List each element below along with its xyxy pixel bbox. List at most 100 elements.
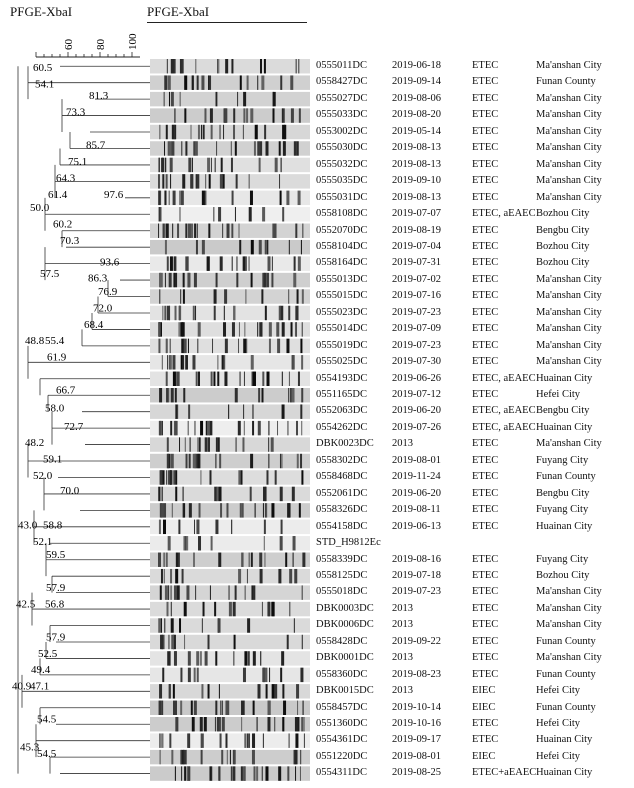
gel-band bbox=[187, 223, 191, 238]
gel-band bbox=[183, 601, 187, 617]
gel-band bbox=[261, 601, 263, 617]
gel-band bbox=[265, 239, 269, 255]
gel-band bbox=[176, 371, 180, 386]
isolate-location: Ma'anshan City bbox=[536, 619, 602, 631]
gel-band bbox=[263, 519, 266, 535]
isolate-location: Ma'anshan City bbox=[536, 306, 602, 318]
gel-band bbox=[215, 437, 218, 452]
gel-lane bbox=[150, 338, 310, 354]
gel-band bbox=[278, 766, 282, 781]
gel-band bbox=[218, 552, 222, 567]
gel-lane bbox=[150, 470, 310, 485]
gel-lane bbox=[150, 667, 310, 683]
isolate-id: 0555015DC bbox=[316, 290, 368, 302]
gel-band bbox=[256, 766, 259, 781]
gel-band bbox=[241, 552, 244, 567]
gel-band bbox=[167, 536, 171, 551]
gel-band bbox=[168, 453, 171, 469]
gel-band bbox=[200, 651, 202, 666]
gel-band bbox=[181, 338, 185, 354]
gel-band bbox=[159, 749, 161, 765]
isolate-id: DBK0001DC bbox=[316, 652, 374, 664]
isolate-type: ETEC+aEAEC bbox=[472, 767, 537, 779]
isolate-location: Hefei City bbox=[536, 685, 581, 697]
gel-band bbox=[265, 141, 269, 156]
gel-band bbox=[238, 223, 240, 238]
gel-band bbox=[264, 503, 266, 518]
node-similarity-label: 60.2 bbox=[53, 218, 72, 230]
gel-band bbox=[172, 190, 176, 206]
gel-band bbox=[212, 338, 214, 354]
gel-band bbox=[159, 124, 161, 140]
gel-band bbox=[300, 453, 303, 469]
gel-band bbox=[270, 437, 274, 452]
gel-band bbox=[278, 305, 281, 321]
gel-band bbox=[166, 388, 168, 403]
gel-band bbox=[204, 108, 206, 123]
gel-band bbox=[207, 157, 211, 173]
node-similarity-label: 58.0 bbox=[45, 403, 65, 415]
gel-band bbox=[173, 124, 176, 140]
gel-band bbox=[161, 618, 163, 633]
node-similarity-label: 68.4 bbox=[84, 319, 104, 331]
gel-band bbox=[174, 404, 176, 419]
isolate-id: DBK0023DC bbox=[316, 438, 374, 450]
gel-band bbox=[294, 749, 298, 765]
isolate-location: Ma'anshan City bbox=[536, 356, 602, 368]
gel-band bbox=[263, 272, 267, 288]
gel-band bbox=[271, 601, 275, 617]
isolate-date: 2019-08-13 bbox=[392, 142, 441, 154]
gel-lane bbox=[150, 503, 310, 518]
gel-band bbox=[269, 667, 271, 683]
isolate-location: Funan County bbox=[536, 635, 596, 647]
gel-band bbox=[271, 684, 275, 699]
gel-band bbox=[182, 272, 185, 288]
gel-band bbox=[208, 75, 210, 90]
gel-band bbox=[164, 305, 167, 321]
gel-band bbox=[180, 289, 182, 304]
gel-band bbox=[288, 289, 290, 304]
gel-band bbox=[216, 91, 218, 107]
gel-band bbox=[216, 486, 219, 502]
gel-band bbox=[271, 503, 275, 518]
isolate-type: ETEC bbox=[472, 619, 499, 631]
isolate-id: 0558104DC bbox=[316, 240, 368, 252]
gel-band bbox=[201, 75, 205, 90]
gel-lane bbox=[150, 59, 310, 74]
gel-band bbox=[166, 437, 169, 452]
gel-band bbox=[292, 552, 294, 567]
gel-band bbox=[175, 486, 178, 502]
gel-lane bbox=[150, 190, 310, 206]
gel-band bbox=[170, 420, 173, 436]
gel-band bbox=[243, 91, 247, 107]
isolate-date: 2019-07-02 bbox=[392, 273, 441, 285]
isolate-id: 0555023DC bbox=[316, 306, 368, 318]
gel-band bbox=[163, 568, 165, 584]
gel-band bbox=[295, 766, 297, 781]
isolate-type: ETEC bbox=[472, 389, 499, 400]
gel-band bbox=[180, 700, 183, 715]
gel-band bbox=[201, 618, 203, 633]
gel-band bbox=[162, 174, 165, 189]
isolate-type: EIEC bbox=[472, 685, 496, 697]
isolate-type: ETEC bbox=[472, 602, 499, 614]
gel-band bbox=[165, 174, 168, 189]
isolate-id: 0558302DC bbox=[316, 454, 368, 466]
gel-band bbox=[209, 420, 213, 436]
gel-band bbox=[162, 519, 166, 535]
isolate-location: Fuyang City bbox=[536, 454, 589, 466]
gel-band bbox=[246, 108, 249, 123]
gel-band bbox=[161, 470, 165, 485]
gel-band bbox=[168, 684, 171, 699]
gel-band bbox=[175, 568, 179, 584]
isolate-type: ETEC bbox=[472, 323, 499, 335]
gel-band bbox=[164, 239, 167, 255]
isolate-id: 0558326DC bbox=[316, 504, 368, 516]
gel-band bbox=[228, 585, 230, 600]
gel-band bbox=[173, 470, 176, 485]
gel-band bbox=[204, 437, 208, 452]
gel-band bbox=[294, 717, 298, 732]
node-similarity-label: 59.1 bbox=[43, 454, 62, 466]
gel-band bbox=[166, 305, 170, 321]
isolate-location: Hefei City bbox=[536, 718, 581, 729]
